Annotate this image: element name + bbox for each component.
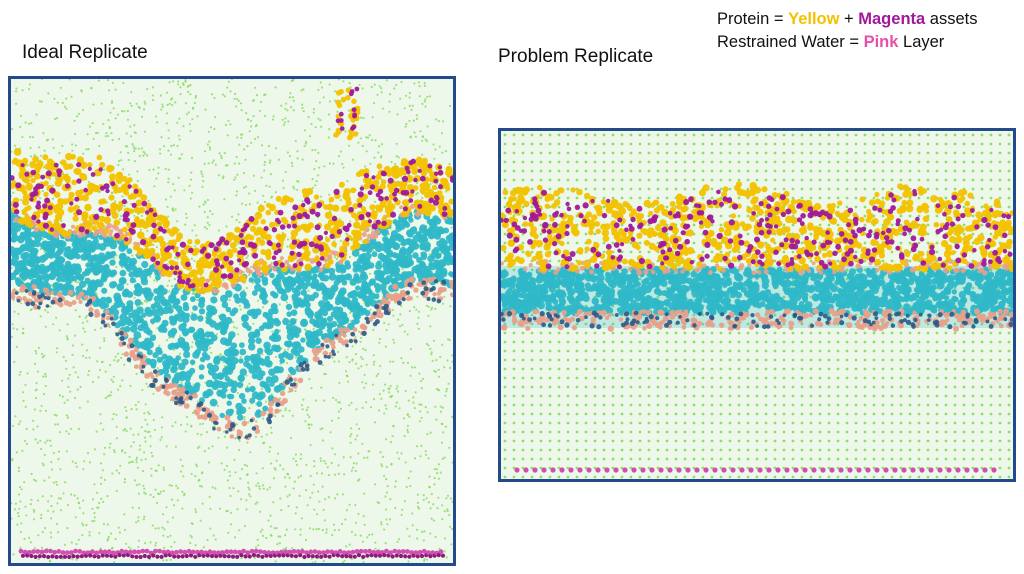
lipid-membrane	[501, 258, 1013, 332]
ideal-replicate-panel	[8, 76, 456, 566]
restrained-water-layer	[18, 548, 446, 560]
legend-protein-prefix: Protein =	[717, 10, 789, 28]
color-legend: Protein = Yellow + Magenta assets Restra…	[717, 8, 977, 54]
legend-plus: +	[839, 10, 859, 28]
legend-line-water: Restrained Water = Pink Layer	[717, 31, 977, 54]
lipid-membrane	[11, 201, 453, 441]
restrained-water-layer	[514, 467, 997, 473]
legend-pink-word: Pink	[863, 33, 899, 51]
problem-simulation-render	[501, 133, 1013, 479]
problem-replicate-panel	[498, 128, 1016, 482]
problem-replicate-title: Problem Replicate	[498, 46, 654, 67]
legend-protein-suffix: assets	[925, 10, 978, 28]
legend-water-suffix: Layer	[898, 33, 945, 51]
water-molecules	[11, 79, 453, 563]
protein-layer	[11, 86, 453, 294]
legend-water-prefix: Restrained Water =	[717, 33, 864, 51]
ideal-replicate-title: Ideal Replicate	[22, 42, 148, 63]
legend-magenta-word: Magenta	[858, 10, 926, 28]
ideal-simulation-render	[11, 79, 453, 563]
legend-yellow-word: Yellow	[788, 10, 840, 28]
legend-line-protein: Protein = Yellow + Magenta assets	[717, 8, 977, 31]
protein-layer	[501, 181, 1013, 273]
